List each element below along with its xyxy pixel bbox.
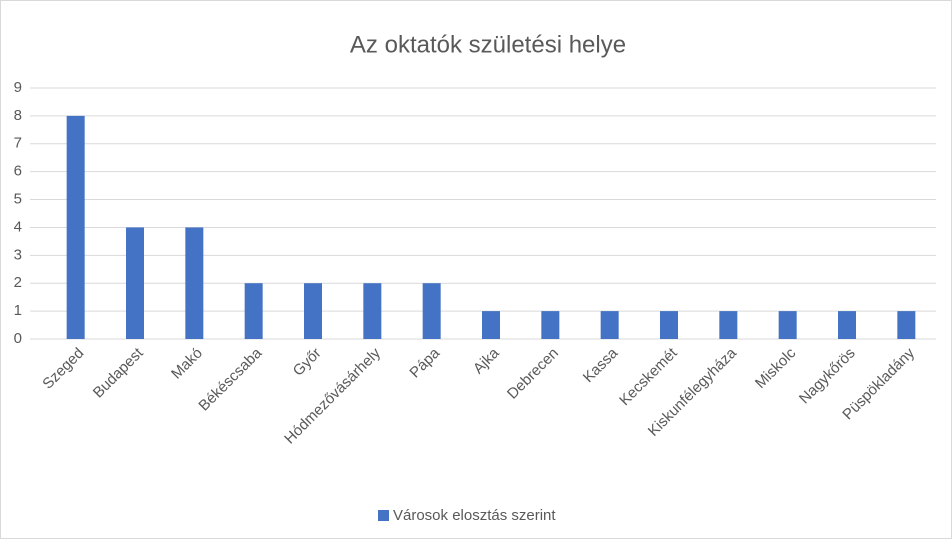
- y-tick-label: 4: [14, 218, 22, 235]
- bar: [600, 311, 619, 339]
- bar: [185, 227, 204, 339]
- bar: [304, 283, 322, 339]
- y-tick-label: 2: [14, 274, 22, 291]
- bar: [244, 283, 263, 339]
- legend-label: Városok elosztás szerint: [393, 507, 556, 524]
- bar: [422, 283, 441, 339]
- bar: [541, 311, 560, 339]
- bar: [66, 115, 85, 339]
- y-tick-label: 5: [14, 191, 22, 208]
- bar: [126, 227, 144, 339]
- bar: [660, 311, 678, 339]
- bar: [719, 311, 738, 339]
- y-tick-label: 8: [14, 107, 22, 124]
- y-tick-label: 3: [14, 246, 22, 263]
- y-tick-label: 1: [14, 302, 22, 319]
- y-tick-label: 7: [14, 135, 22, 152]
- y-tick-label: 9: [14, 79, 22, 96]
- bar: [897, 311, 916, 339]
- bar: [838, 311, 856, 339]
- chart-title: Az oktatók születési helye: [350, 31, 626, 58]
- bar: [363, 283, 382, 339]
- bar: [778, 311, 797, 339]
- y-tick-label: 6: [14, 163, 22, 180]
- bar: [482, 311, 500, 339]
- legend-swatch: [378, 510, 389, 521]
- y-tick-label: 0: [14, 330, 22, 347]
